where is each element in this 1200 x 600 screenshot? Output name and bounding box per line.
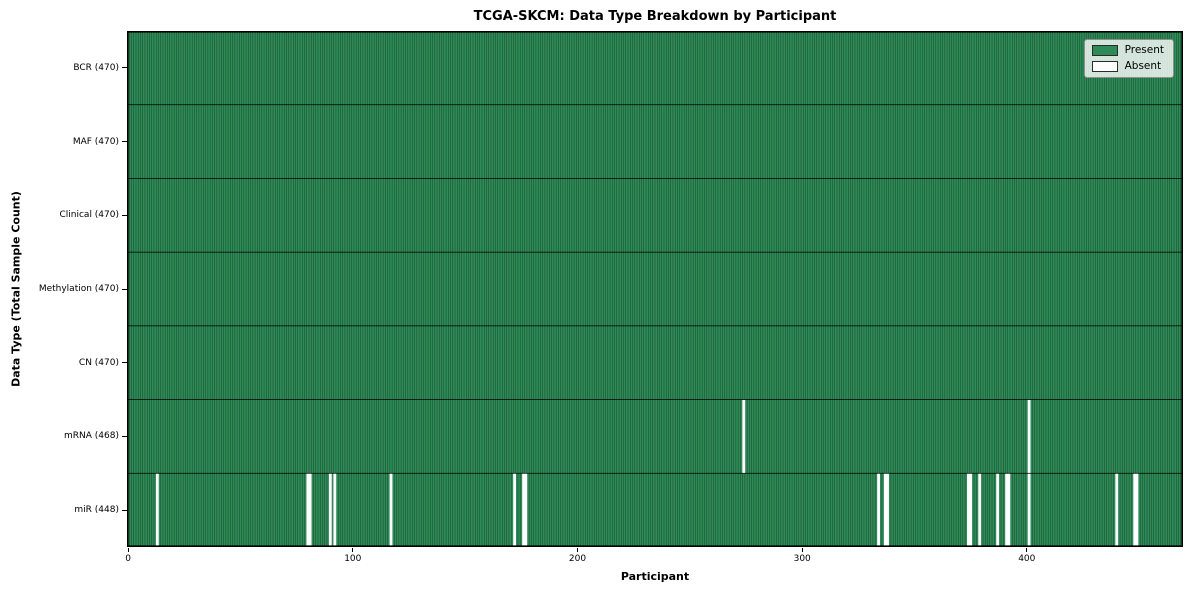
x-tick-label: 100 [344, 554, 362, 564]
y-tick-label: MAF (470) [72, 136, 119, 147]
legend: Present Absent [1083, 39, 1174, 78]
absent-stripe [513, 473, 516, 547]
y-tick-mark [122, 509, 127, 511]
absent-stripe [1115, 473, 1119, 547]
legend-label: Present [1124, 44, 1164, 57]
x-tick-mark [1026, 548, 1028, 552]
absent-stripe [886, 473, 889, 547]
y-tick-label: BCR (470) [73, 62, 119, 73]
x-tick-mark [352, 548, 354, 552]
absent-stripe [389, 473, 393, 547]
y-tick-label: Clinical (470) [59, 210, 119, 221]
absent-stripe [328, 473, 332, 547]
absent-stripe [522, 473, 525, 547]
absent-stripe [1005, 473, 1009, 547]
y-tick-mark [122, 288, 127, 290]
chart-title: TCGA-SKCM: Data Type Breakdown by Partic… [473, 9, 837, 24]
x-tick-mark [127, 548, 129, 552]
absent-stripe [742, 399, 746, 474]
absent-stripe [155, 473, 159, 547]
absent-stripe [978, 473, 982, 547]
x-tick-label: 300 [793, 554, 811, 564]
bar-edge-stripes [127, 31, 1183, 547]
y-tick-mark [122, 141, 127, 143]
x-tick-mark [577, 548, 578, 552]
absent-stripe [996, 473, 1000, 547]
absent-stripe [1133, 473, 1137, 547]
y-tick-label: Methylation (470) [38, 284, 119, 294]
legend-swatch-icon [1091, 61, 1118, 72]
absent-stripe [967, 473, 970, 547]
y-tick-mark [122, 435, 127, 437]
absent-stripe [308, 473, 312, 547]
absent-stripe [1135, 473, 1139, 547]
legend-item: Absent [1091, 60, 1164, 73]
x-tick-label: 0 [125, 554, 131, 564]
x-tick-label: 400 [1018, 554, 1036, 564]
absent-stripe [306, 473, 310, 547]
legend-swatch-icon [1091, 45, 1118, 56]
absent-stripe [883, 473, 887, 547]
legend-item: Present [1091, 44, 1164, 57]
x-tick-label: 200 [568, 554, 587, 564]
absent-stripe [1027, 399, 1031, 474]
heatmap-canvas [127, 31, 1183, 547]
absent-stripe [333, 473, 337, 547]
x-tick-mark [801, 548, 803, 552]
x-axis-label: Participant [620, 570, 690, 583]
absent-stripe [1007, 473, 1011, 547]
y-tick-mark [122, 214, 127, 216]
y-tick-mark [122, 362, 127, 364]
legend-label: Absent [1124, 60, 1162, 73]
plot-area: Present Absent [127, 31, 1183, 547]
row-boundaries [127, 104, 1183, 474]
y-tick-mark [122, 67, 127, 69]
y-tick-label: miR (448) [74, 505, 119, 516]
absent-stripe [1027, 473, 1031, 547]
absent-stripe [524, 473, 528, 547]
y-tick-label: CN (470) [78, 357, 119, 368]
absent-stripe [969, 473, 973, 547]
plot-border [127, 31, 1183, 547]
absent-stripe [877, 473, 880, 547]
y-tick-label: mRNA (468) [64, 431, 119, 442]
